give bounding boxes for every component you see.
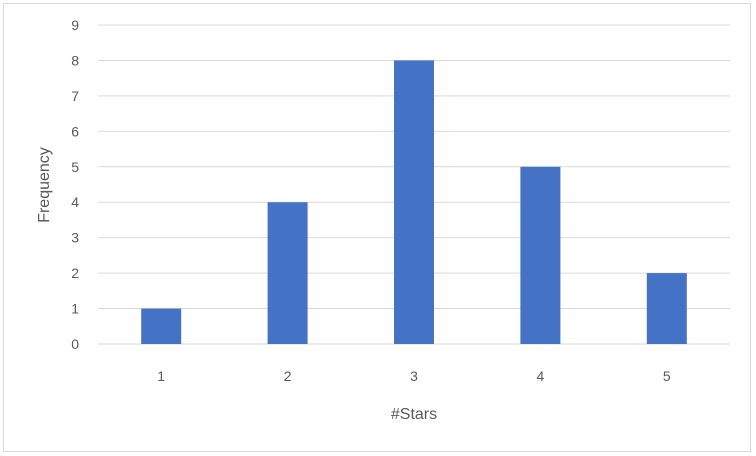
x-tick-label: 5: [663, 368, 671, 384]
y-tick-label: 9: [71, 17, 79, 33]
bar-3: [394, 60, 434, 344]
bar-2: [267, 202, 308, 344]
y-tick-label: 5: [71, 159, 79, 175]
y-tick-label: 2: [71, 265, 79, 281]
y-tick-label: 7: [71, 88, 79, 104]
y-tick-label: 4: [71, 194, 79, 210]
y-tick-label: 6: [71, 123, 79, 139]
x-axis-label: #Stars: [391, 406, 437, 423]
bars: [141, 60, 687, 344]
x-tick-labels: 1 2 3 4 5: [157, 368, 671, 384]
y-tick-labels: 0 1 2 3 4 5 6 7 8 9: [71, 17, 79, 352]
y-tick-label: 0: [71, 336, 79, 352]
x-tick-label: 4: [537, 368, 545, 384]
bar-5: [646, 273, 687, 344]
y-tick-label: 1: [71, 301, 79, 317]
x-tick-label: 3: [410, 368, 418, 384]
x-tick-label: 1: [157, 368, 165, 384]
bar-4: [520, 166, 561, 344]
y-tick-label: 8: [71, 52, 79, 68]
x-tick-label: 2: [284, 368, 292, 384]
bar-1: [141, 308, 182, 344]
y-axis-label: Frequency: [36, 147, 53, 223]
y-tick-label: 3: [71, 230, 79, 246]
chart-frame: [3, 3, 751, 452]
